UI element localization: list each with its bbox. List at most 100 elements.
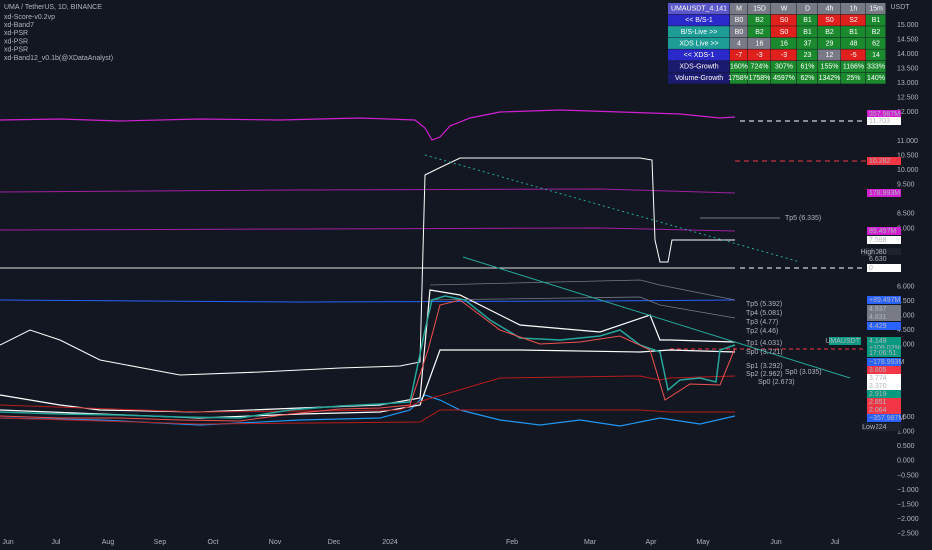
table-text: B1 <box>803 29 812 36</box>
time-tick: Jun <box>770 539 781 546</box>
table-text: 1758% <box>749 75 771 82</box>
level-annotation: Tp5 (5.392) <box>746 301 782 308</box>
price-label: 4.429 <box>869 323 887 330</box>
table-text: M <box>736 6 742 13</box>
price-tick: −1.000 <box>897 487 919 494</box>
trend-line <box>462 256 851 379</box>
price-label: 11.703 <box>869 118 890 125</box>
price-label-bg <box>867 337 901 345</box>
price-label-bg <box>867 366 901 374</box>
price-label: −357.987M <box>869 415 904 422</box>
table-cell <box>818 49 841 61</box>
table-text: S0 <box>825 17 834 24</box>
white-envelope <box>0 289 736 413</box>
price-tick: 8.500 <box>897 211 915 218</box>
time-tick: Jun <box>2 539 13 546</box>
table-text: Volume-Growth <box>675 75 723 82</box>
price-tick: −2.500 <box>897 530 919 537</box>
table-text: 1h <box>850 6 858 13</box>
table-text: B1 <box>803 17 812 24</box>
table-cell <box>771 3 797 15</box>
level-annotation: Sp1 (3.292) <box>746 363 783 370</box>
table-cell <box>866 3 886 15</box>
time-tick: Oct <box>208 539 219 546</box>
table-text: 61% <box>800 64 814 71</box>
time-tick: Nov <box>269 539 282 546</box>
table-text: 4 <box>737 40 741 47</box>
table-cell <box>730 14 748 26</box>
table-cell <box>841 3 866 15</box>
price-tag-bg <box>862 423 876 431</box>
price-label: 3.370 <box>869 383 887 390</box>
table-cell <box>818 26 841 38</box>
time-tick: Feb <box>506 539 518 546</box>
red-band <box>0 409 735 425</box>
table-cell <box>730 72 748 84</box>
price-label: 7.080 <box>869 249 887 256</box>
level-annotation: Sp2 (2.962) <box>746 371 783 378</box>
price-label-bg <box>867 110 901 118</box>
table-cell <box>797 26 818 38</box>
table-cell <box>797 72 818 84</box>
table-text: 1342% <box>819 75 841 82</box>
price-tick: 4.500 <box>897 327 915 334</box>
table-text: S0 <box>780 17 789 24</box>
table-cell <box>841 49 866 61</box>
table-text: 15m <box>869 6 883 13</box>
price-label-bg <box>867 189 901 197</box>
table-cell <box>866 14 886 26</box>
price-label: 10.282 <box>869 158 891 165</box>
price-tick: 14.500 <box>897 36 919 43</box>
table-cell <box>866 49 886 61</box>
price-label-bg <box>867 390 901 398</box>
price-label-bg <box>867 398 901 406</box>
table-text: XDS Live >> <box>679 40 718 47</box>
indicator-name: xd-Band7 <box>4 22 34 29</box>
table-cell <box>866 61 886 73</box>
table-cell <box>668 14 730 26</box>
price-label-bg <box>867 305 901 313</box>
plot-lines <box>0 109 866 427</box>
price-path <box>0 295 736 419</box>
price-label-bg <box>867 406 901 414</box>
price-label-bg <box>867 296 901 304</box>
price-label: 4.149 <box>869 338 887 345</box>
table-cell <box>668 26 730 38</box>
table-cell <box>866 72 886 84</box>
table-text: 25% <box>846 75 860 82</box>
table-cell <box>771 26 797 38</box>
price-label-bg <box>867 236 901 244</box>
price-label: 3.774 <box>869 375 887 382</box>
price-tick: 8.000 <box>897 225 915 232</box>
table-text: 62 <box>872 40 880 47</box>
price-tick: −2.000 <box>897 516 919 523</box>
price-label: +89.497M <box>869 297 900 304</box>
table-cell <box>730 61 748 73</box>
table-text: 15D <box>753 6 766 13</box>
price-tick: 11.000 <box>897 138 918 145</box>
price-tag: UMAUSDT <box>825 338 860 345</box>
table-cell <box>797 49 818 61</box>
table-text: B1 <box>849 29 858 36</box>
table-text: 1166% <box>843 64 864 71</box>
table-cell <box>841 26 866 38</box>
price-label: 1.224 <box>869 424 887 431</box>
table-text: 724% <box>751 64 769 71</box>
price-tick: 9.500 <box>897 182 915 189</box>
table-text: 140% <box>867 75 885 82</box>
price-tick: 10.500 <box>897 153 919 160</box>
table-cell <box>748 72 771 84</box>
table-text: 307% <box>775 64 793 71</box>
table-cell <box>748 61 771 73</box>
price-label-bg <box>867 382 901 390</box>
price-label: 4.831 <box>869 314 887 321</box>
table-cell <box>866 26 886 38</box>
price-tick: 10.000 <box>897 167 919 174</box>
level-annotation: Sp0 (3.035) <box>785 369 822 376</box>
table-text: D <box>805 6 810 13</box>
table-text: W <box>781 6 788 13</box>
table-cell <box>771 14 797 26</box>
price-label-bg <box>867 157 901 165</box>
price-label: 3.805 <box>869 367 887 374</box>
